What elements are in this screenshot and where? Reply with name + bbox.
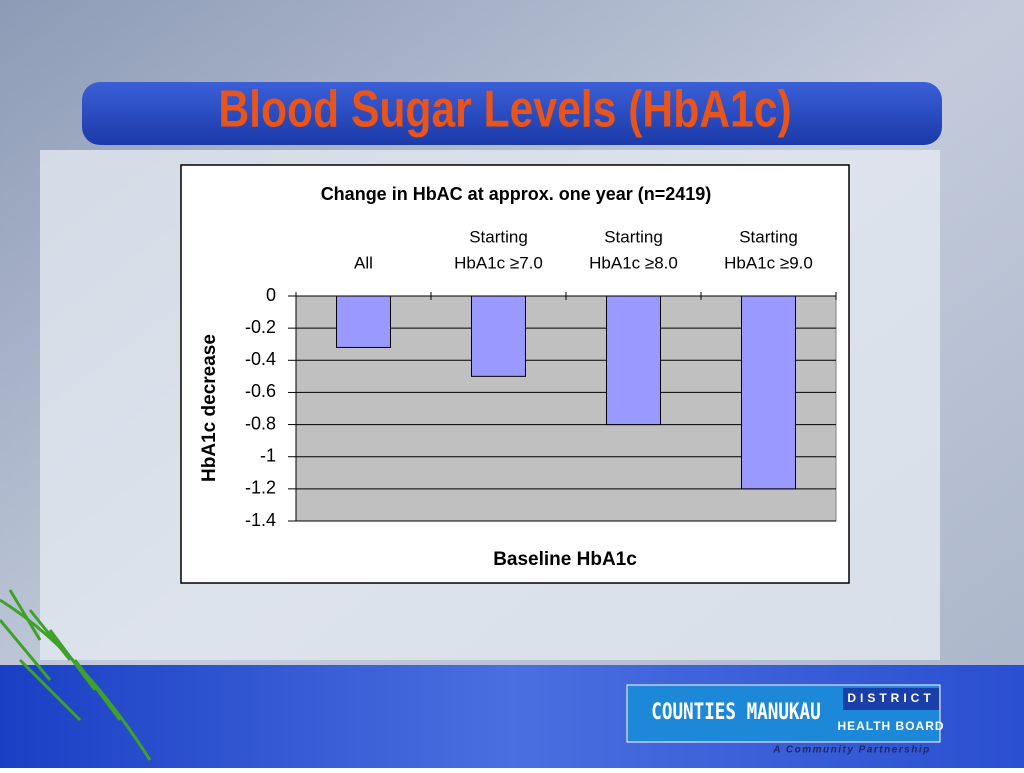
y-tick-label: 0 [266,285,276,305]
x-tick-label: HbA1c ≥9.0 [724,253,813,272]
bar [471,295,526,377]
chart-title: Change in HbAC at approx. one year (n=24… [321,184,712,204]
fern [0,589,152,761]
y-tick-label: -0.2 [245,317,276,337]
y-axis-label: HbA1c decrease [199,334,220,482]
y-tick-label: -0.4 [245,349,276,369]
y-tick-label: -1.2 [245,478,276,498]
logo-line1: DISTRICT [847,691,934,705]
bar [741,295,796,490]
x-tick-label: All [354,253,373,272]
x-tick-label: Starting [469,227,528,246]
x-tick-label: HbA1c ≥8.0 [589,253,678,272]
y-tick-label: -1.4 [245,510,276,530]
x-tick-label: HbA1c ≥7.0 [454,253,543,272]
logo-name: COUNTIES MANUKAU [651,699,820,724]
title-banner [82,82,942,145]
bar [336,295,391,348]
y-tick-label: -1 [260,445,276,465]
y-tick-label: -0.8 [245,413,276,433]
slide-title: Blood Sugar Levels (HbA1c) [218,81,791,139]
x-tick-label: Starting [604,227,663,246]
logo-line2: HEALTH BOARD [837,719,944,733]
x-axis-label: Baseline HbA1c [493,549,637,570]
x-tick-label: Starting [739,227,798,246]
logo-box [843,688,939,710]
bar [606,295,661,426]
y-tick-label: -0.6 [245,381,276,401]
logo-tagline: A Community Partnership [772,745,930,756]
